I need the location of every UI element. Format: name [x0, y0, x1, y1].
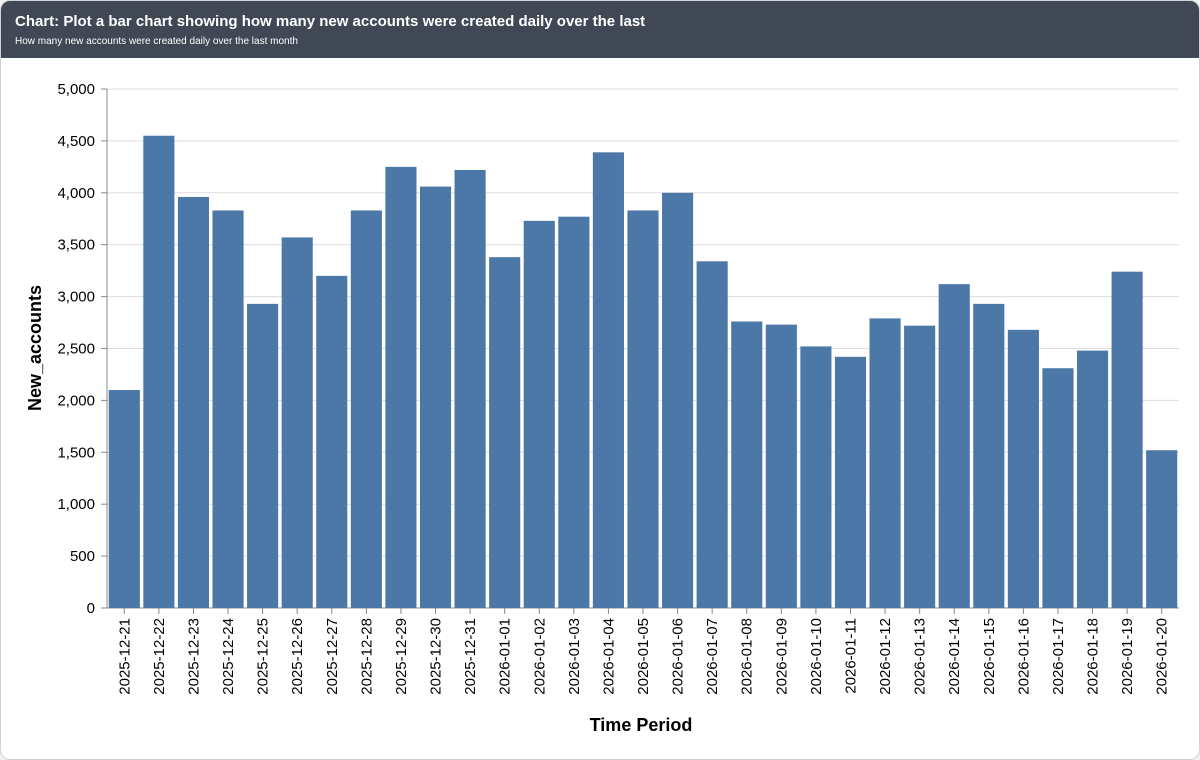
x-tick-label: 2026-01-04 [600, 618, 617, 695]
bar [177, 196, 210, 608]
x-tick-label: 2025-12-28 [358, 618, 375, 695]
bar [350, 210, 382, 609]
bar [973, 303, 1005, 608]
y-tick-label: 4,000 [57, 185, 95, 202]
x-tick-label: 2025-12-24 [220, 618, 237, 695]
bar [385, 166, 417, 608]
x-tick-label: 2025-12-31 [462, 618, 479, 695]
y-tick-label: 1,000 [57, 496, 95, 513]
bar [592, 152, 624, 608]
bar [143, 135, 175, 608]
x-tick-label: 2026-01-09 [773, 618, 790, 695]
bar [834, 356, 867, 608]
x-tick-label: 2025-12-30 [428, 618, 445, 695]
x-tick-label: 2025-12-23 [185, 618, 202, 695]
y-tick-label: 2,000 [57, 392, 95, 409]
bar [454, 169, 486, 608]
y-tick-label: 1,500 [57, 444, 95, 461]
x-tick-label: 2026-01-05 [635, 618, 652, 695]
y-tick-label: 0 [87, 600, 95, 617]
x-tick-label: 2026-01-07 [704, 618, 721, 695]
x-tick-label: 2026-01-15 [981, 618, 998, 695]
bar [1042, 368, 1074, 608]
y-tick-label: 500 [70, 548, 95, 565]
bar [419, 186, 452, 608]
x-tick-label: 2025-12-21 [116, 618, 133, 695]
bar [869, 318, 901, 608]
x-tick-label: 2025-12-26 [289, 618, 306, 695]
x-tick-label: 2025-12-29 [393, 618, 410, 695]
y-axis-title: New_accounts [25, 285, 45, 411]
x-tick-label: 2026-01-12 [877, 618, 894, 695]
y-tick-label: 2,500 [57, 341, 95, 358]
x-tick-label: 2026-01-03 [566, 618, 583, 695]
bar [108, 390, 140, 608]
bar [558, 216, 590, 608]
bar [281, 237, 313, 608]
bar [523, 220, 555, 609]
x-tick-label: 2026-01-19 [1119, 618, 1136, 695]
y-tick-label: 3,000 [57, 289, 95, 306]
bar [765, 324, 797, 608]
bar [1146, 450, 1178, 608]
x-tick-label: 2026-01-17 [1050, 618, 1067, 695]
bar [247, 303, 279, 608]
x-tick-label: 2026-01-11 [842, 618, 859, 694]
x-tick-label: 2025-12-25 [255, 618, 272, 695]
y-tick-label: 5,000 [57, 81, 95, 98]
x-tick-label: 2026-01-08 [739, 618, 756, 695]
bar [627, 210, 659, 609]
x-tick-label: 2026-01-10 [808, 618, 825, 695]
x-tick-label: 2026-01-06 [670, 618, 687, 695]
bar [1007, 329, 1039, 608]
header-subtitle: How many new accounts were created daily… [15, 36, 298, 47]
x-tick-label: 2025-12-22 [151, 618, 168, 695]
chart: Time Period New_accounts 0 500 1,000 1,500 2… [25, 81, 1179, 735]
x-tick-label: 2026-01-20 [1154, 618, 1171, 695]
bar [696, 261, 728, 608]
bar [489, 257, 521, 608]
bar [212, 210, 244, 609]
bar [731, 321, 763, 608]
bar [938, 284, 970, 608]
x-axis-title: Time Period [590, 715, 693, 735]
y-tick-label: 4,500 [57, 133, 95, 150]
bar [1076, 350, 1109, 608]
bar [800, 346, 832, 608]
bar [904, 325, 936, 608]
x-tick-label: 2026-01-02 [531, 618, 548, 695]
x-tick-label: 2026-01-14 [946, 618, 963, 695]
header: Chart: Plot a bar chart showing how many… [1, 1, 1199, 58]
x-tick-label: 2026-01-16 [1015, 618, 1032, 695]
x-tick-label: 2026-01-18 [1085, 618, 1102, 695]
bar [316, 275, 348, 608]
x-tick-label: 2025-12-27 [324, 618, 341, 695]
x-tick-label: 2026-01-01 [497, 618, 514, 695]
x-tick-label: 2026-01-13 [912, 618, 929, 695]
bar [1111, 271, 1143, 608]
y-tick-label: 3,500 [57, 237, 95, 254]
header-title: Chart: Plot a bar chart showing how many… [15, 13, 646, 30]
bar [662, 192, 694, 609]
